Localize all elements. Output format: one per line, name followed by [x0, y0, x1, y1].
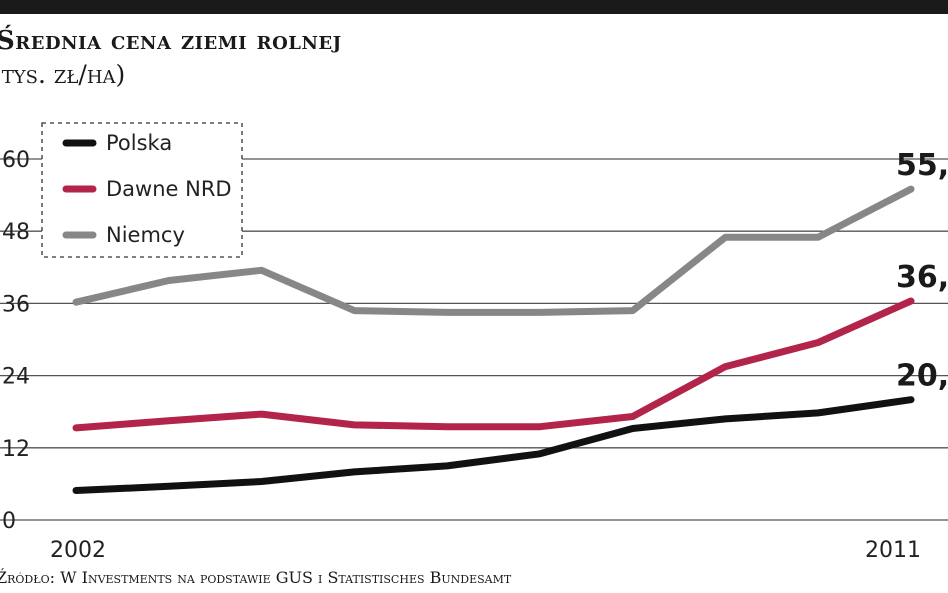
source-note: Źródło: W Investments na podstawie GUS i…: [0, 568, 512, 587]
series-lines: [72, 185, 915, 494]
x-tick-label: 2002: [50, 538, 106, 560]
chart-subtitle: (tys. zł/ha): [0, 60, 126, 89]
x-tick-label: 2011: [865, 538, 921, 560]
y-tick-label: 0: [2, 509, 16, 534]
top-bar: [0, 0, 948, 14]
series-line-polska: [72, 396, 915, 494]
y-tick-label: 48: [2, 220, 30, 245]
y-tick-label: 24: [2, 365, 30, 390]
legend-label: Polska: [106, 131, 172, 155]
end-labels: 55,0 36,4 20,0: [896, 148, 948, 394]
y-tick-label: 12: [2, 437, 30, 462]
y-tick-label: 36: [2, 292, 30, 317]
line-chart: 0 12 24 36 48 60 2002 2011 55,0 36,4 20,0 Polska…: [0, 122, 948, 560]
series-line-dawne-nrd: [72, 297, 915, 432]
y-axis-ticks: 0 12 24 36 48 60: [2, 148, 30, 534]
y-tick-label: 60: [2, 148, 30, 173]
end-label: 20,0: [896, 359, 948, 394]
series-line-niemcy: [72, 185, 915, 316]
end-label: 36,4: [896, 260, 948, 295]
legend-label: Dawne NRD: [106, 177, 232, 201]
x-axis-ticks: 2002 2011: [50, 538, 921, 560]
legend: Polska Dawne NRD Niemcy: [41, 122, 243, 258]
end-label: 55,0: [896, 148, 948, 183]
legend-label: Niemcy: [106, 223, 185, 247]
chart-title: Średnia cena ziemi rolnej: [0, 26, 342, 56]
